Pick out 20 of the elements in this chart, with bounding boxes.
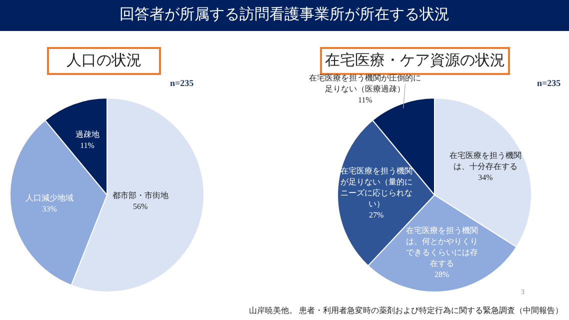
data-label: 33% — [42, 204, 58, 214]
data-label: 27% — [368, 210, 384, 220]
slice-label: 在宅医療を担う機関が圧倒的に足りない（医療過疎） — [309, 73, 422, 94]
data-label: 34% — [478, 173, 494, 182]
text: n=235 — [537, 78, 561, 88]
slice-label: 過疎地 — [75, 130, 100, 139]
slice-label: 人口減少地域 — [26, 194, 74, 203]
text: 回答者が所属する訪問看護事業所が所在する状況 — [0, 0, 569, 31]
chart-title: 在宅医療・ケア資源の状況 — [320, 47, 510, 75]
data-label: 56% — [133, 202, 148, 211]
data-label: 11% — [358, 95, 373, 104]
slice-label: 在宅医療を担う機関は、十分存在する — [450, 151, 522, 172]
data-label: 28% — [434, 270, 450, 279]
slice-label: 在宅医療を担う機関は、何とかやりくりできるくらいには存在する — [406, 226, 478, 268]
data-label: 11% — [80, 140, 95, 150]
slice-label: 都市部・市街地 — [112, 190, 168, 200]
chart-subtitle: n=235 — [170, 78, 194, 88]
chart-title: 人口の状況 — [47, 47, 161, 75]
text: 山岸暁美他。 患者・利用者急変時の薬剤および特定行為に関する緊急調査（中間報告） — [249, 305, 563, 316]
slice-label: 在宅医療を担う機関が足りない（量的にニーズに応じられない） — [340, 166, 412, 208]
